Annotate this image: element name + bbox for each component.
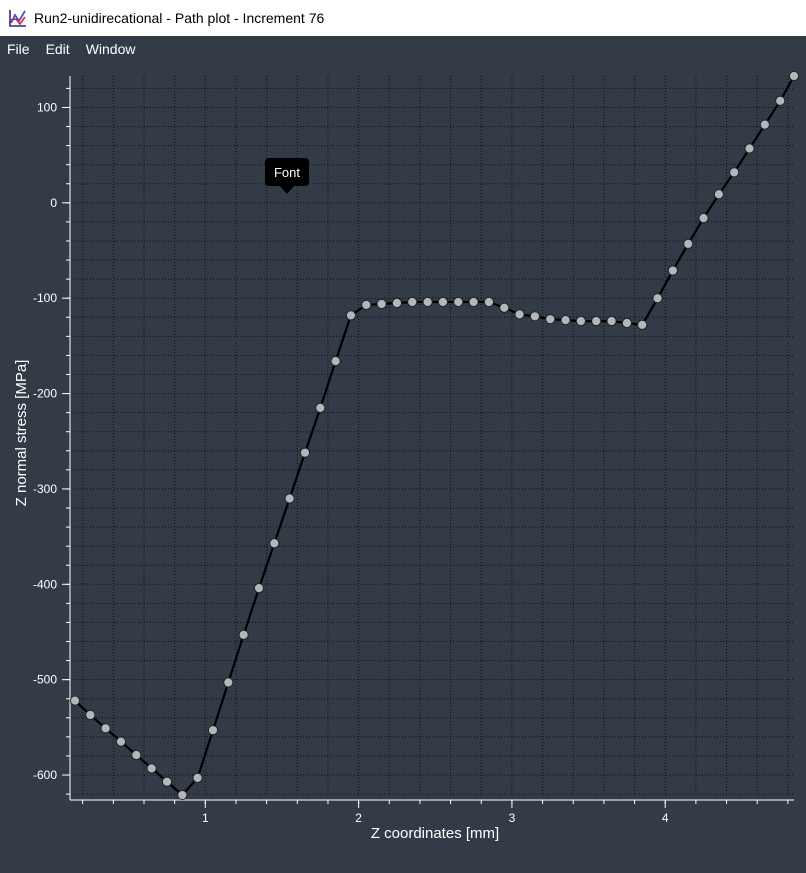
x-tick-label: 3 [509,811,516,825]
data-point [223,677,234,688]
x-tick-label: 4 [662,811,669,825]
series-line [74,75,795,797]
data-point [69,695,81,706]
data-point [788,70,800,82]
grid [75,76,794,796]
data-point [683,238,694,249]
data-point [284,493,295,504]
data-point [453,296,464,308]
data-point [192,772,203,783]
data-point [575,315,587,327]
data-point [85,709,96,721]
data-point [100,723,111,734]
line-chart-icon [9,9,27,27]
data-point [621,317,632,329]
data-point [131,749,142,761]
y-tick-label: -600 [33,768,57,782]
y-tick-label: 0 [50,196,57,210]
data-point [483,296,495,308]
data-point [729,167,740,178]
data-point [560,315,571,326]
data-point [391,297,403,309]
data-point [637,319,648,331]
y-tick-label: -400 [33,577,57,591]
data-point [345,310,357,321]
y-tick-label: 100 [37,100,57,114]
menu-window[interactable]: Window [85,41,136,57]
data-point [269,538,280,549]
data-point [238,629,249,640]
data-point [376,298,387,310]
data-point [468,296,479,308]
data-point [698,212,709,224]
data-point [759,119,770,130]
data-point [422,296,433,308]
y-tick-label: -200 [33,387,57,401]
x-tick-label: 2 [355,811,362,825]
data-point [330,356,341,367]
data-point [545,314,556,325]
axes: 1 2 3 4 100 0 -100 -200 -300 -400 -500 -600 [33,76,794,825]
data-point [652,293,663,304]
data-point [161,776,173,787]
data-point [529,311,541,322]
data-point [177,789,188,801]
data-series [69,70,800,801]
data-point [775,95,786,106]
data-point [315,402,326,413]
data-point [407,296,418,308]
data-point [667,265,678,276]
data-point [115,736,127,747]
data-point [499,302,510,313]
axis-labels: Z coordinates [mm] Z normal stress [MPa] [13,360,499,842]
window-title: Run2-unidirecational - Path plot - Incre… [34,10,325,26]
data-point [437,296,449,308]
menu-file[interactable]: File [7,41,30,57]
x-axis-title: Z coordinates [mm] [371,825,499,842]
data-point [713,189,724,200]
data-point [146,763,157,774]
data-point [361,299,372,310]
data-point [253,583,265,594]
font-tooltip: Font [265,158,309,194]
data-point [514,309,525,320]
x-tick-label: 1 [202,811,209,825]
data-point [299,447,311,458]
menu-bar: File Edit Window [0,36,806,62]
tooltip-text: Font [274,165,300,180]
y-tick-label: -300 [33,482,57,496]
menu-edit[interactable]: Edit [45,41,70,57]
y-axis-title: Z normal stress [MPa] [13,360,30,507]
y-tick-label: -100 [33,291,57,305]
title-bar: Run2-unidirecational - Path plot - Incre… [0,0,806,36]
data-point [591,315,602,327]
tooltip-bubble [265,158,309,194]
data-point [207,725,219,736]
data-point [606,315,617,327]
path-plot[interactable]: 1 2 3 4 100 0 -100 -200 -300 -400 -500 -600 Z coord… [0,62,806,873]
data-point [744,143,755,154]
y-tick-label: -500 [33,673,57,687]
